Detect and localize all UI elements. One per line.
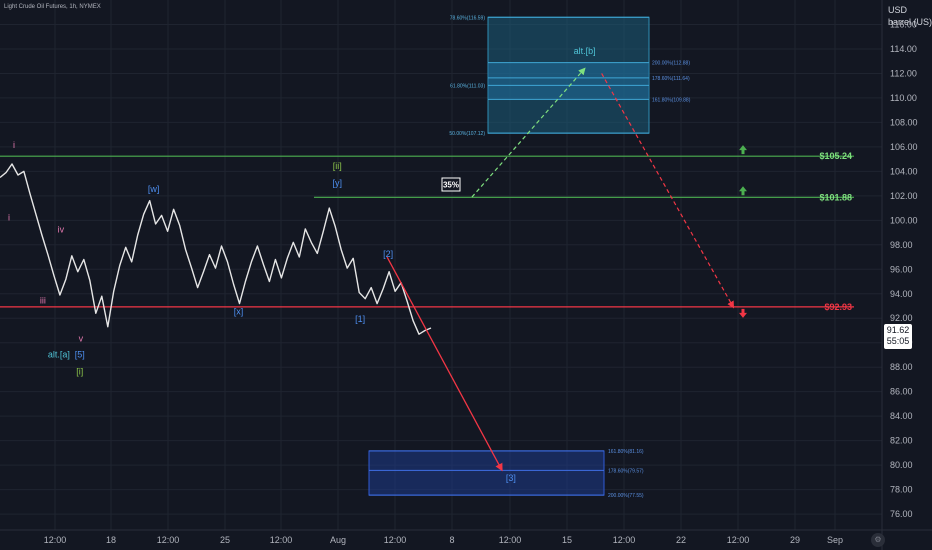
- x-tick-label: 12:00: [44, 535, 67, 545]
- fib-upper-label: 50.00%(107.12): [449, 131, 485, 137]
- x-tick-label: 29: [790, 535, 800, 545]
- y-tick-label: 88.00: [890, 362, 913, 372]
- price-axis-units: USD barrel (US): [888, 4, 932, 28]
- wave-label: i: [8, 212, 10, 222]
- probability-label: 35%: [443, 181, 459, 190]
- price-axis-unit-currency: USD: [888, 5, 908, 15]
- x-tick-label: 18: [106, 535, 116, 545]
- wave-label: v: [79, 334, 84, 344]
- wave-label: alt.[b]: [574, 46, 596, 56]
- fib-upper-label: 61.80%(111.03): [450, 83, 485, 89]
- fib-upper-label: 200.00%(112.88): [652, 61, 690, 67]
- x-tick-label: 8: [449, 535, 454, 545]
- probability-badge: [441, 177, 461, 192]
- y-tick-label: 102.00: [890, 191, 918, 201]
- wave-label: [5]: [75, 349, 85, 359]
- last-price-value: 91.62: [886, 325, 910, 335]
- y-tick-label: 84.00: [890, 411, 913, 421]
- wave-label: [2]: [383, 249, 393, 259]
- fib-lower-label: 161.80%(81.16): [608, 449, 644, 455]
- x-tick-label: 25: [220, 535, 230, 545]
- y-tick-label: 76.00: [890, 509, 913, 519]
- y-tick-label: 112.00: [890, 68, 917, 78]
- x-tick-label: 12:00: [384, 535, 407, 545]
- wave-label: [ii]: [333, 161, 342, 171]
- x-tick-label: 12:00: [727, 535, 750, 545]
- x-tick-label: 12:00: [613, 535, 636, 545]
- x-tick-label: Aug: [330, 535, 346, 545]
- wave-label: [3]: [506, 473, 516, 483]
- y-tick-label: 110.00: [890, 93, 917, 103]
- wave-label: iv: [58, 225, 65, 235]
- x-tick-label: 12:00: [270, 535, 293, 545]
- y-tick-label: 104.00: [890, 166, 918, 176]
- y-tick-label: 116.00: [890, 19, 917, 29]
- x-tick-label: 12:00: [157, 535, 180, 545]
- x-tick-label: 15: [562, 535, 572, 545]
- price-level-label: $92.93: [824, 302, 852, 312]
- fib-lower-label: 200.00%(77.55): [608, 493, 644, 499]
- y-tick-label: 114.00: [890, 44, 917, 54]
- chart-title: Light Crude Oil Futures, 1h, NYMEX: [4, 4, 101, 10]
- fib-upper-label: 178.60%(111.64): [652, 76, 690, 82]
- arrow-up-icon: [739, 145, 747, 155]
- x-tick-label: Sep: [827, 535, 843, 545]
- price-level-label: $101.88: [819, 192, 852, 202]
- wave-label: [w]: [148, 184, 160, 194]
- arrow-up-icon: [739, 186, 747, 196]
- wave-label: i: [13, 140, 15, 150]
- y-tick-label: 80.00: [890, 460, 913, 470]
- bearish-main-projection-path: [386, 256, 503, 472]
- bearish-alt-projection-path: [601, 73, 735, 309]
- bar-countdown: 55:05: [886, 336, 910, 346]
- bullish-projection-path: [471, 67, 586, 198]
- y-tick-label: 82.00: [890, 436, 913, 446]
- price-axis-unit-quantity: barrel (US): [888, 17, 932, 27]
- wave-label: [x]: [234, 307, 244, 317]
- x-tick-label: 22: [676, 535, 686, 545]
- fib-upper-label: 161.80%(109.88): [652, 97, 691, 103]
- wave-label: [i]: [76, 367, 83, 377]
- wave-label: alt.[a]: [48, 349, 70, 359]
- wave-label: iii: [40, 296, 46, 306]
- y-tick-label: 96.00: [890, 264, 913, 274]
- settings-icon[interactable]: ⚙: [871, 533, 885, 547]
- y-tick-label: 94.00: [890, 289, 913, 299]
- fib-lower-zone: [368, 450, 605, 496]
- y-tick-label: 78.00: [890, 485, 913, 495]
- wave-label: [y]: [332, 178, 342, 188]
- y-tick-label: 86.00: [890, 387, 913, 397]
- wave-label: [1]: [355, 314, 365, 324]
- fib-lower-label: 178.60%(79.57): [608, 468, 644, 474]
- x-tick-label: 12:00: [499, 535, 522, 545]
- last-price-badge: 91.62 55:05: [884, 324, 912, 349]
- y-tick-label: 108.00: [890, 117, 918, 127]
- y-tick-label: 92.00: [890, 313, 913, 323]
- arrow-down-icon: [739, 308, 747, 318]
- price-series-line: [0, 163, 432, 335]
- y-tick-label: 100.00: [890, 215, 918, 225]
- y-tick-label: 98.00: [890, 240, 913, 250]
- price-level-label: $105.24: [819, 151, 852, 161]
- y-tick-label: 106.00: [890, 142, 918, 152]
- fib-upper-inner-zone: [488, 62, 649, 100]
- fib-upper-label: 78.60%(116.59): [450, 15, 486, 21]
